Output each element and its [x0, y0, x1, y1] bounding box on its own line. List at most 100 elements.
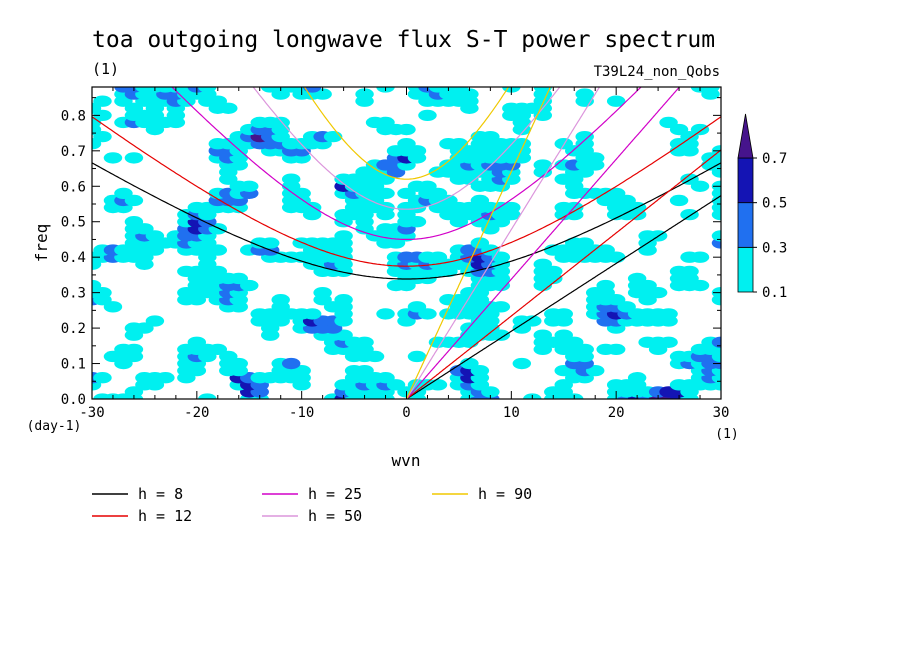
x-tick-label: 0 — [402, 405, 410, 421]
x-axis-unit: (1) — [715, 427, 738, 442]
contour-cell — [554, 329, 573, 341]
contour-cell — [103, 152, 123, 164]
kelvin-curve-h25 — [406, 87, 681, 399]
contour-cell — [376, 116, 395, 129]
contour-cell — [711, 230, 721, 242]
contour-cell — [554, 308, 573, 320]
contour-cell — [596, 244, 615, 256]
contour-cell — [93, 95, 112, 107]
y-axis: 0.0 0.1 0.2 0.3 0.4 0.5 0.6 0.7 0.8 — [61, 97, 721, 408]
contour-cell — [145, 315, 165, 327]
contour-cell — [124, 343, 144, 356]
y-tick-label: 0.6 — [61, 179, 86, 195]
colorbar-segment — [737, 202, 754, 248]
y-axis-unit: (day-1) — [27, 419, 82, 434]
contour-cell — [690, 123, 710, 136]
x-tick-label: -10 — [289, 405, 314, 421]
x-tick-label: -30 — [79, 405, 104, 421]
contour-cell — [355, 336, 374, 348]
y-tick-label: 0.2 — [61, 321, 86, 337]
contour-cell — [596, 279, 615, 292]
contour-cell — [93, 372, 112, 384]
contour-cell — [302, 308, 322, 320]
contour-cell — [701, 87, 720, 93]
colorbar-label: 0.5 — [762, 196, 787, 212]
contour-cell — [187, 336, 207, 348]
contour-cell — [533, 329, 553, 341]
contour-cell — [711, 336, 721, 348]
contour-cell — [229, 272, 248, 285]
contour-cell — [470, 237, 490, 249]
igw-curve-h50 — [252, 87, 561, 210]
y-tick-label: 0.7 — [61, 144, 86, 160]
contour-cell — [334, 230, 353, 242]
contour-cell — [156, 372, 175, 384]
chart-title: toa outgoing longwave flux S-T power spe… — [92, 27, 715, 53]
contour-cell — [470, 194, 490, 207]
x-axis-label: wvn — [392, 451, 421, 470]
y-tick-label: 0.4 — [61, 250, 86, 266]
y-axis-label: freq — [32, 224, 51, 263]
contour-cell — [355, 364, 374, 377]
contour-cell — [680, 265, 699, 278]
contour-cell — [512, 138, 532, 150]
contour-cell — [575, 237, 594, 249]
contour-cell — [523, 315, 542, 327]
contour-cell — [669, 194, 689, 207]
colorbar-segment — [737, 157, 754, 204]
plot-area — [92, 87, 721, 399]
kelvin-curve-h50 — [405, 87, 601, 399]
contour-cell — [627, 272, 647, 285]
chart-subtitle: (1) — [92, 60, 119, 78]
kelvin-curve-h12 — [406, 149, 721, 399]
contour-cell — [407, 350, 427, 363]
colorbar-segment — [737, 246, 754, 293]
contour-cell — [281, 173, 301, 185]
contour-cell — [428, 379, 448, 391]
igw-curve-h25 — [171, 87, 642, 240]
contour-cell — [260, 237, 280, 249]
contour-cell — [533, 159, 553, 171]
y-tick-label: 0.5 — [61, 215, 86, 231]
colorbar: 0.1 0.3 0.5 0.7 — [737, 113, 787, 301]
legend-label: h = 50 — [308, 507, 362, 525]
x-tick-label: 30 — [713, 405, 730, 421]
experiment-label: T39L24_non_Qobs — [594, 64, 720, 80]
contour-cell — [313, 286, 332, 299]
igw-curve-h12 — [92, 116, 721, 267]
y-tick-label: 0.0 — [61, 392, 86, 408]
contour-cell — [659, 336, 678, 348]
contour-cell — [376, 308, 395, 320]
colorbar-label: 0.7 — [762, 151, 787, 167]
y-tick-label: 0.3 — [61, 286, 86, 302]
contour-cell — [659, 116, 678, 129]
y-tick-label: 0.8 — [61, 108, 86, 124]
contour-cell — [533, 258, 553, 270]
contour-cell — [606, 187, 626, 200]
contour-cell — [460, 357, 479, 370]
contour-cell — [397, 123, 416, 136]
y-tick-label: 0.1 — [61, 357, 86, 373]
contour-cell — [355, 88, 374, 100]
contour-cell — [512, 357, 532, 370]
colorbar-label: 0.3 — [762, 240, 787, 256]
contour-cell — [281, 357, 301, 370]
kelvin-curve-h90 — [405, 87, 552, 399]
contour-cell — [198, 87, 217, 93]
contour-cell — [481, 130, 500, 143]
dispersion-curve-layer — [92, 87, 721, 399]
contour-cell — [376, 372, 395, 384]
contour-cell — [271, 294, 290, 306]
colorbar-top-arrow — [737, 113, 754, 159]
contour-cell — [114, 187, 133, 200]
contour-cell — [575, 130, 594, 143]
legend-label: h = 12 — [138, 507, 192, 525]
contour-cell — [323, 130, 343, 143]
contour-cell — [418, 109, 437, 122]
contour-cell — [449, 138, 469, 150]
contour-cell — [606, 95, 626, 107]
contour-cell — [198, 393, 217, 399]
legend-label: h = 8 — [138, 485, 183, 503]
contour-cell — [502, 201, 521, 214]
